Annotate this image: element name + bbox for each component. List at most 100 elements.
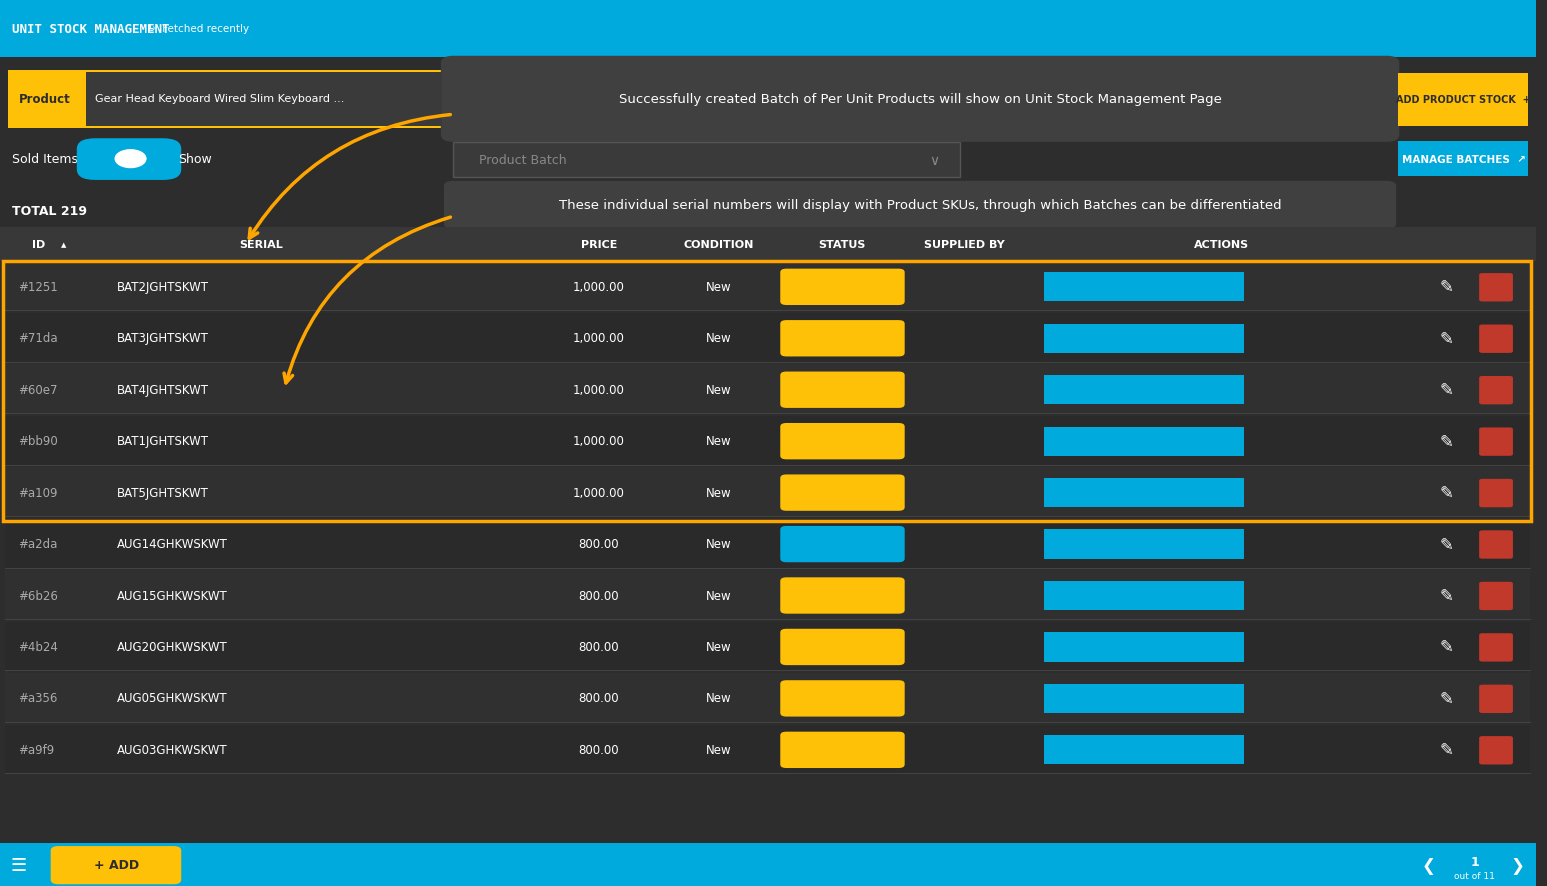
Text: AUG05GHKWSKWT: AUG05GHKWSKWT (116, 692, 227, 704)
Text: 1,000.00: 1,000.00 (572, 281, 625, 293)
FancyBboxPatch shape (0, 0, 1536, 58)
Text: #a109: #a109 (19, 486, 57, 499)
Text: Successfully created Batch of Per Unit Products will show on Unit Stock Manageme: Successfully created Batch of Per Unit P… (619, 93, 1222, 105)
FancyBboxPatch shape (5, 725, 1530, 773)
FancyBboxPatch shape (8, 71, 446, 128)
FancyBboxPatch shape (1044, 581, 1244, 610)
Text: Product: Product (19, 93, 70, 105)
Text: ACTIONS: ACTIONS (1194, 239, 1248, 250)
FancyBboxPatch shape (1044, 324, 1244, 354)
Text: 800.00: 800.00 (579, 692, 619, 704)
Text: ≡: ≡ (1491, 693, 1501, 703)
FancyBboxPatch shape (780, 526, 905, 563)
Text: #a9f9: #a9f9 (19, 743, 54, 756)
Text: 1,000.00: 1,000.00 (572, 486, 625, 499)
Text: ≡: ≡ (1491, 590, 1501, 601)
FancyBboxPatch shape (1398, 74, 1528, 127)
Text: Enabled: Enabled (818, 385, 868, 395)
FancyBboxPatch shape (444, 182, 1397, 229)
FancyBboxPatch shape (5, 314, 1530, 362)
Text: Tech Gadgets Su...: Tech Gadgets Su... (1092, 744, 1196, 755)
Text: ≡: ≡ (1491, 641, 1501, 652)
FancyBboxPatch shape (5, 365, 1530, 414)
Text: MANAGE BATCHES  ↗: MANAGE BATCHES ↗ (1402, 154, 1525, 165)
FancyBboxPatch shape (780, 475, 905, 511)
Text: ≡: ≡ (1491, 385, 1501, 395)
Text: ≡: ≡ (1491, 744, 1501, 755)
Text: TOTAL 219: TOTAL 219 (12, 205, 87, 217)
Text: 800.00: 800.00 (579, 743, 619, 756)
Text: 800.00: 800.00 (579, 589, 619, 602)
Text: Tech Gadgets Su...: Tech Gadgets Su... (1092, 333, 1196, 344)
Text: New: New (705, 589, 732, 602)
FancyBboxPatch shape (1044, 530, 1244, 559)
FancyBboxPatch shape (780, 732, 905, 768)
Text: ✎: ✎ (1440, 278, 1454, 296)
Text: Sold Items: Sold Items (12, 153, 79, 166)
FancyBboxPatch shape (1479, 582, 1513, 610)
Text: ▲: ▲ (62, 242, 67, 247)
FancyBboxPatch shape (87, 73, 442, 127)
Text: ↻  Fetched recently: ↻ Fetched recently (147, 24, 249, 35)
Text: #71da: #71da (19, 332, 59, 345)
Text: Tech Gadgets Su...: Tech Gadgets Su... (1092, 590, 1196, 601)
FancyBboxPatch shape (1479, 428, 1513, 456)
FancyArrowPatch shape (249, 115, 450, 239)
Text: STATUS: STATUS (818, 239, 865, 250)
FancyBboxPatch shape (5, 519, 1530, 568)
Text: ✎: ✎ (1440, 381, 1454, 399)
FancyBboxPatch shape (5, 416, 1530, 465)
Text: ADD PRODUCT STOCK  +: ADD PRODUCT STOCK + (1397, 95, 1532, 105)
FancyArrowPatch shape (285, 218, 450, 384)
Text: CONDITION: CONDITION (684, 239, 753, 250)
Text: Enabled: Enabled (818, 487, 868, 498)
Text: ✎: ✎ (1440, 330, 1454, 347)
FancyBboxPatch shape (441, 57, 1400, 143)
Text: 1: 1 (1470, 855, 1479, 867)
Text: Enabled: Enabled (818, 282, 868, 292)
Text: Enabled: Enabled (818, 590, 868, 601)
Text: ≡: ≡ (1491, 487, 1501, 498)
Text: BAT5JGHTSKWT: BAT5JGHTSKWT (116, 486, 209, 499)
FancyBboxPatch shape (780, 269, 905, 306)
FancyBboxPatch shape (1044, 684, 1244, 713)
Text: Enabled: Enabled (818, 744, 868, 755)
Text: ✎: ✎ (1440, 535, 1454, 553)
FancyBboxPatch shape (1044, 427, 1244, 456)
Text: ✎: ✎ (1440, 587, 1454, 604)
Text: BAT4JGHTSKWT: BAT4JGHTSKWT (116, 384, 209, 396)
Text: PRICE: PRICE (580, 239, 617, 250)
Text: ❯: ❯ (1510, 856, 1524, 874)
Text: 1,000.00: 1,000.00 (572, 384, 625, 396)
Text: + ADD: + ADD (94, 859, 139, 871)
Text: New: New (705, 538, 732, 550)
Text: New: New (705, 332, 732, 345)
Text: UNIT STOCK MANAGEMENT: UNIT STOCK MANAGEMENT (12, 23, 170, 35)
Text: ≡: ≡ (1491, 539, 1501, 549)
FancyBboxPatch shape (1479, 633, 1513, 662)
Text: AUG15GHKWSKWT: AUG15GHKWSKWT (116, 589, 227, 602)
Text: ✎: ✎ (1440, 741, 1454, 758)
Text: ≡: ≡ (1491, 333, 1501, 344)
Text: Tech Gadgets Su...: Tech Gadgets Su... (1092, 539, 1196, 549)
Text: BAT3JGHTSKWT: BAT3JGHTSKWT (116, 332, 209, 345)
Text: ∨: ∨ (928, 153, 939, 167)
FancyBboxPatch shape (1479, 377, 1513, 405)
FancyBboxPatch shape (780, 629, 905, 665)
Text: #60e7: #60e7 (19, 384, 57, 396)
FancyBboxPatch shape (780, 321, 905, 357)
Text: ❮: ❮ (1422, 856, 1436, 874)
FancyBboxPatch shape (1044, 478, 1244, 508)
FancyBboxPatch shape (1479, 274, 1513, 302)
Text: Tech Gadgets Su...: Tech Gadgets Su... (1092, 282, 1196, 292)
Text: ✎: ✎ (1440, 484, 1454, 501)
Text: Tech Gadgets Su...: Tech Gadgets Su... (1092, 385, 1196, 395)
Text: ✎: ✎ (1440, 638, 1454, 656)
Text: New: New (705, 692, 732, 704)
Text: These individual serial numbers will display with Product SKUs, through which Ba: These individual serial numbers will dis… (558, 199, 1281, 212)
FancyBboxPatch shape (51, 846, 181, 884)
FancyBboxPatch shape (1044, 633, 1244, 662)
FancyBboxPatch shape (780, 424, 905, 460)
Text: ≡: ≡ (1491, 282, 1501, 292)
Text: ≡: ≡ (1491, 436, 1501, 447)
